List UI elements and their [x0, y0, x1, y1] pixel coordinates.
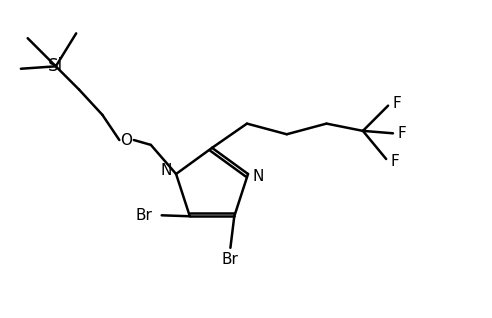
- Text: Si: Si: [48, 57, 63, 75]
- Text: O: O: [121, 133, 133, 148]
- Text: Br: Br: [136, 208, 153, 223]
- Text: F: F: [398, 126, 406, 141]
- Text: F: F: [393, 96, 401, 111]
- Text: F: F: [391, 154, 399, 169]
- Text: Br: Br: [222, 252, 239, 267]
- Text: N: N: [161, 162, 172, 178]
- Text: N: N: [252, 169, 263, 184]
